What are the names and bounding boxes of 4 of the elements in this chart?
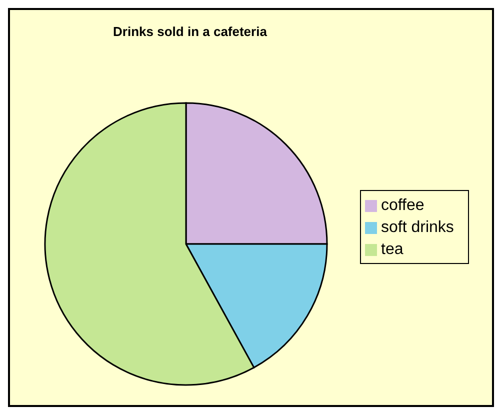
legend-label: tea bbox=[381, 241, 404, 258]
legend-label: soft drinks bbox=[381, 219, 454, 236]
legend-label: coffee bbox=[381, 197, 424, 214]
chart-title: Drinks sold in a cafeteria bbox=[112, 24, 268, 39]
